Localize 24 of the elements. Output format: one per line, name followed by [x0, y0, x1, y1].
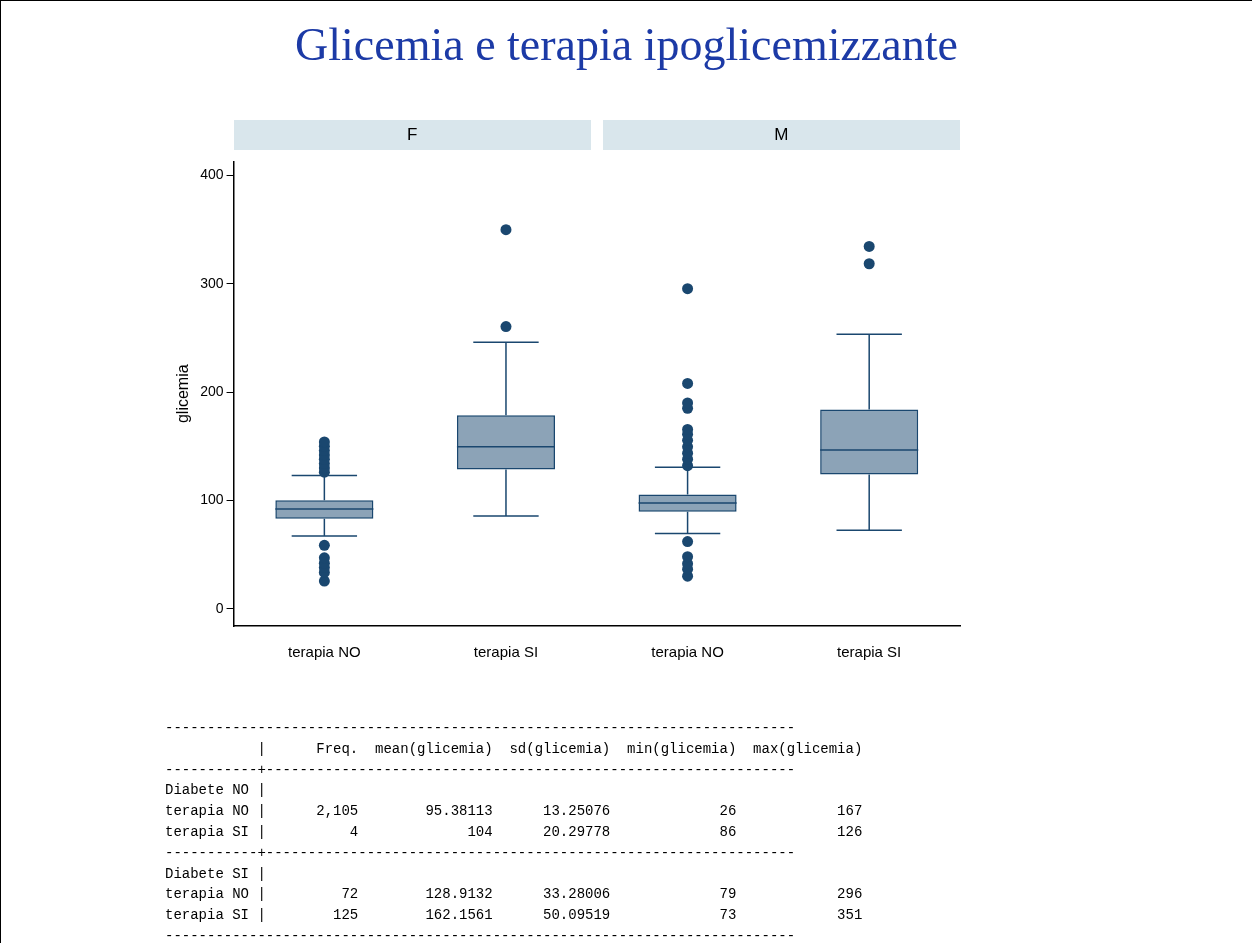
chart-title: Glicemia e terapia ipoglicemizzante [294, 18, 959, 71]
text: -----------+--------------------------------------------------------------- [165, 760, 797, 780]
text: Diabete SI | [165, 864, 267, 884]
x-tick-label: terapia SI [473, 643, 539, 661]
y-tick-label: 0 [215, 599, 224, 616]
text: terapia NO | 2,105 95.38113 13.25076 26 167 [165, 802, 863, 822]
text: F [233, 120, 591, 150]
text: -----------+--------------------------------------------------------------- [165, 843, 797, 863]
x-tick-label: terapia NO [288, 643, 361, 661]
x-tick-label: terapia NO [651, 643, 724, 661]
text: --------------------------------------------------------------------------- [165, 926, 797, 944]
text: terapia SI | 125 162.1561 50.09519 73 351 [165, 906, 863, 926]
text: terapia NO | 72 128.9132 33.28006 79 296 [165, 885, 863, 905]
y-tick-label: 300 [200, 274, 224, 291]
y-tick-label: 200 [200, 382, 224, 399]
text: M [602, 120, 960, 150]
text: terapia SI | 4 104 20.29778 86 126 [165, 823, 863, 842]
y-axis-title: glicemia [174, 364, 192, 424]
x-tick-label: terapia SI [837, 643, 902, 661]
y-tick-label: 400 [200, 166, 224, 183]
text: Diabete NO | [165, 781, 267, 801]
text: | Freq. mean(glicemia) sd(glicemia) min(glicemia) max(glicemia) [256, 739, 863, 759]
y-tick-label: 100 [200, 491, 224, 508]
text: --------------------------------------------------------------------------- [165, 719, 797, 738]
